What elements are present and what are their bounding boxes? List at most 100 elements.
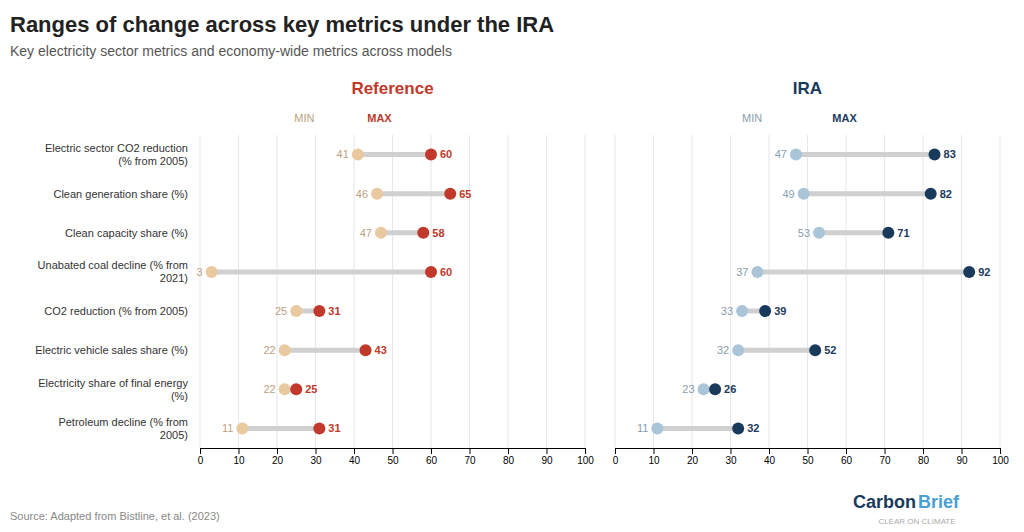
tick-mark <box>654 448 655 454</box>
tick: 50 <box>802 448 814 466</box>
tick: 20 <box>272 448 284 466</box>
data-label: 31 <box>328 305 340 317</box>
grid-line <box>508 135 509 448</box>
grid-line <box>585 135 586 448</box>
tick-mark <box>393 448 394 454</box>
tick: 40 <box>764 448 776 466</box>
category-label: Electricity share of final energy(%) <box>38 377 188 402</box>
category-label: Electric sector CO2 reduction(% from 200… <box>45 142 188 167</box>
marks <box>651 149 975 435</box>
tick-mark <box>547 448 548 454</box>
data-label: 32 <box>747 422 759 434</box>
range-segment <box>358 152 431 157</box>
dot-min <box>790 149 802 161</box>
category-labels: Electric sector CO2 reduction(% from 200… <box>35 142 188 441</box>
grid-line <box>846 135 847 448</box>
tick: 0 <box>198 448 204 466</box>
tick-mark <box>846 448 847 454</box>
tick-mark <box>731 448 732 454</box>
tick-mark <box>962 448 963 454</box>
data-label: 39 <box>774 305 786 317</box>
grid-line <box>469 135 470 448</box>
data-label: 52 <box>824 344 836 356</box>
dot-min <box>736 305 748 317</box>
grid-line <box>354 135 355 448</box>
data-label: 58 <box>432 227 444 239</box>
tick: 80 <box>918 448 930 466</box>
series-header: MIN <box>742 112 762 124</box>
tick-mark <box>316 448 317 454</box>
dot-min <box>279 383 291 395</box>
tick-mark <box>615 448 616 454</box>
title: Ranges of change across key metrics unde… <box>10 12 554 37</box>
data-label: 83 <box>944 148 956 160</box>
category-label: Petroleum decline (% from2005) <box>58 416 188 441</box>
panel-title: Reference <box>351 79 433 98</box>
dot-max <box>425 149 437 161</box>
tick: 30 <box>725 448 737 466</box>
category-label: Clean capacity share (%) <box>65 227 188 239</box>
dot-min <box>352 149 364 161</box>
dot-min <box>732 344 744 356</box>
range-segment <box>757 269 969 274</box>
annotation: Carbon <box>853 492 916 512</box>
subtitle: Key electricity sector metrics and econo… <box>10 43 452 59</box>
dot-max <box>313 305 325 317</box>
data-label: 92 <box>978 266 990 278</box>
dot-min <box>290 305 302 317</box>
dot-max <box>313 422 325 434</box>
tick-label: 60 <box>841 455 853 466</box>
dot-max <box>425 266 437 278</box>
range-segment <box>819 230 888 235</box>
tick-mark <box>200 448 201 454</box>
tick-label: 80 <box>918 455 930 466</box>
tick-mark <box>354 448 355 454</box>
data-label: 53 <box>798 227 810 239</box>
tick: 20 <box>687 448 699 466</box>
grid-line <box>546 135 547 448</box>
data-label: 23 <box>682 383 694 395</box>
tick: 80 <box>503 448 515 466</box>
data-label: 82 <box>940 188 952 200</box>
tick-mark <box>585 448 586 454</box>
data-label: 31 <box>328 422 340 434</box>
dot-min <box>798 188 810 200</box>
data-label: 22 <box>263 383 275 395</box>
grid-line <box>884 135 885 448</box>
data-label: 46 <box>356 188 368 200</box>
data-label: 37 <box>736 266 748 278</box>
tick-label: 60 <box>426 455 438 466</box>
tick-mark <box>470 448 471 454</box>
dot-max <box>925 188 937 200</box>
data-label: 60 <box>440 148 452 160</box>
tick: 100 <box>992 448 1009 466</box>
tick-label: 0 <box>198 455 204 466</box>
tick: 30 <box>310 448 322 466</box>
data-label: 32 <box>717 344 729 356</box>
dot-min <box>813 227 825 239</box>
annotation: Brief <box>918 492 960 512</box>
tick-mark <box>692 448 693 454</box>
tick-label: 40 <box>349 455 361 466</box>
data-label: 41 <box>337 148 349 160</box>
tick: 90 <box>541 448 553 466</box>
tick-mark <box>808 448 809 454</box>
data-label: 25 <box>305 383 317 395</box>
data-label: 25 <box>275 305 287 317</box>
x-axis: 0102030405060708090100 <box>613 448 1010 466</box>
tick-label: 50 <box>387 455 399 466</box>
tick: 50 <box>387 448 399 466</box>
grid <box>615 135 1000 448</box>
dot-max <box>809 344 821 356</box>
grid <box>200 135 585 448</box>
tick: 60 <box>841 448 853 466</box>
tick: 60 <box>426 448 438 466</box>
range-segment <box>738 348 815 353</box>
series-header: MIN <box>294 112 314 124</box>
tick-mark <box>277 448 278 454</box>
category-label: Clean generation share (%) <box>53 188 188 200</box>
data-label: 3 <box>196 266 202 278</box>
dot-max <box>882 227 894 239</box>
range-segment <box>804 191 931 196</box>
axis-domain <box>201 449 586 455</box>
